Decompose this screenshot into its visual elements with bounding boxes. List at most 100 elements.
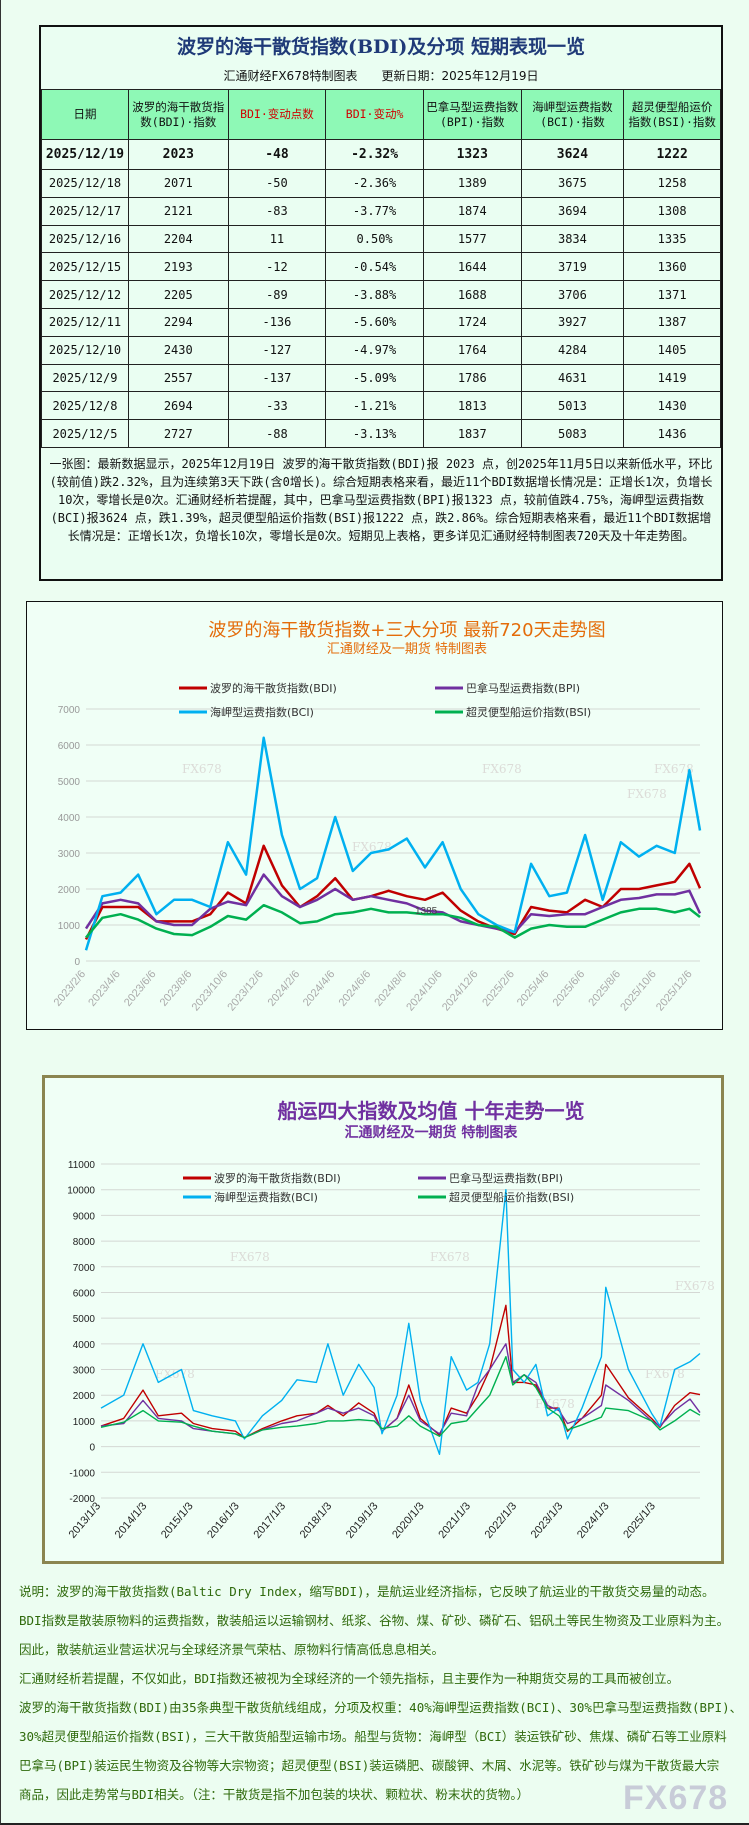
x-tick-label: 2025/8/6 xyxy=(586,968,623,1009)
table-row: 2025/12/9 2557 -137 -5.09% 1786 4631 1419 xyxy=(41,363,721,393)
x-tick-label: 2024/2/6 xyxy=(266,968,303,1009)
x-tick-label: 2015/1/3 xyxy=(159,1500,196,1541)
table-cell: 1371 xyxy=(623,280,721,309)
table-cell: 2023 xyxy=(127,139,229,170)
y-tick-label: 5000 xyxy=(58,777,81,788)
y-tick-label: 3000 xyxy=(58,849,81,860)
table-subtitle: 汇通财经FX678特制图表 更新日期：2025年12月19日 xyxy=(41,69,721,84)
table-cell: 1222 xyxy=(623,139,721,170)
x-tick-label: 2025/10/6 xyxy=(618,968,659,1013)
table-cell: 2025/12/8 xyxy=(41,391,129,421)
watermark-text: FX678 xyxy=(482,762,522,776)
x-tick-label: 2025/2/6 xyxy=(480,968,517,1009)
series-line-bci xyxy=(100,1188,701,1455)
table-cell: -127 xyxy=(227,335,327,365)
table-cell: 3694 xyxy=(520,196,625,226)
table-cell: 1786 xyxy=(422,363,522,393)
data-annotation: 1385 xyxy=(415,906,438,917)
column-header: 波罗的海干散货指数(BDI)·指数 xyxy=(127,89,229,140)
x-tick-label: 2018/1/3 xyxy=(298,1500,335,1541)
table-cell: 2205 xyxy=(127,280,229,309)
notes-section: 说明：波罗的海干散货指数(Baltic Dry Index，缩写BDI)，是航运… xyxy=(19,1577,749,1809)
watermark-text: FX678 xyxy=(230,1250,270,1264)
table-cell: 2025/12/9 xyxy=(41,363,129,393)
table-cell: 1335 xyxy=(623,224,721,254)
y-tick-label: -2000 xyxy=(69,1494,95,1505)
watermark-text: FX678 xyxy=(430,1250,470,1264)
table-cell: -83 xyxy=(227,196,327,226)
table-row: 2025/12/8 2694 -33 -1.21% 1813 5013 1430 xyxy=(41,391,721,421)
column-header: 海岬型运费指数(BCI)·指数 xyxy=(520,89,625,140)
table-cell: 4284 xyxy=(520,335,625,365)
y-tick-label: 6000 xyxy=(58,741,81,752)
table-cell: 1644 xyxy=(422,252,522,282)
table-header-row: 日期 波罗的海干散货指数(BDI)·指数 BDI·变动点数 BDI·变动% 巴拿马型运费… xyxy=(41,89,721,140)
table-title: 波罗的海干散货指数(BDI)及分项 短期表现一览 xyxy=(176,36,586,58)
y-tick-label: 1000 xyxy=(73,1417,96,1428)
watermark-text: FX678 xyxy=(155,1367,195,1381)
y-tick-label: 10000 xyxy=(67,1186,95,1197)
x-tick-label: 2013/1/3 xyxy=(67,1500,104,1541)
y-tick-label: 0 xyxy=(74,957,80,968)
table-cell: -89 xyxy=(227,280,327,309)
watermark-text: FX678 xyxy=(645,1367,685,1381)
update-date: 更新日期：2025年12月19日 xyxy=(381,69,539,83)
table-cell: 3624 xyxy=(520,139,625,170)
legend-label: 超灵便型船运价指数(BSI) xyxy=(466,705,591,719)
table-cell: -2.32% xyxy=(325,139,424,170)
table-cell: 4631 xyxy=(520,363,625,393)
column-header: 超灵便型船运价指数(BSI)·指数 xyxy=(623,89,721,140)
y-tick-label: 2000 xyxy=(73,1391,96,1402)
x-tick-label: 2024/4/6 xyxy=(301,968,338,1009)
table-cell: 1577 xyxy=(422,224,522,254)
y-tick-label: 11000 xyxy=(68,1160,96,1171)
x-tick-label: 2025/4/6 xyxy=(515,968,552,1009)
table-row: 2025/12/17 2121 -83 -3.77% 1874 3694 1308 xyxy=(41,196,721,226)
table-cell: -2.36% xyxy=(325,169,424,198)
table-row: 2025/12/18 2071 -50 -2.36% 1389 3675 1258 xyxy=(41,169,721,198)
table-row: 2025/12/16 2204 11 0.50% 1577 3834 1335 xyxy=(41,224,721,254)
table-row: 2025/12/15 2193 -12 -0.54% 1644 3719 1360 xyxy=(41,252,721,282)
y-tick-label: 0 xyxy=(89,1443,95,1454)
x-tick-label: 2025/12/6 xyxy=(654,968,695,1013)
table-cell: 2557 xyxy=(127,363,229,393)
table-cell: 2071 xyxy=(127,169,229,198)
table-cell: -88 xyxy=(227,419,327,448)
table-cell: -12 xyxy=(227,252,327,282)
table-cell: -48 xyxy=(227,139,327,170)
table-cell: 2025/12/5 xyxy=(41,419,129,448)
table-row: 2025/12/12 2205 -89 -3.88% 1688 3706 1371 xyxy=(41,280,721,309)
y-tick-label: 5000 xyxy=(73,1314,96,1325)
y-tick-label: 9000 xyxy=(73,1211,96,1222)
table-cell: -50 xyxy=(227,169,327,198)
table-cell: 2430 xyxy=(127,335,229,365)
series-line-bpi xyxy=(84,873,702,934)
legend-label: 巴拿马型运费指数(BPI) xyxy=(449,1171,563,1185)
table-cell: 1436 xyxy=(623,419,721,448)
x-tick-label: 2024/6/6 xyxy=(337,968,374,1009)
table-cell: 2025/12/11 xyxy=(41,307,129,337)
x-tick-label: 2014/1/3 xyxy=(113,1500,150,1541)
table-cell: 1389 xyxy=(422,169,522,198)
series-line-bdi xyxy=(84,844,702,940)
x-tick-label: 2023/12/6 xyxy=(225,968,266,1013)
table-source: 汇通财经FX678特制图表 xyxy=(223,69,358,83)
table-cell: 1419 xyxy=(623,363,721,393)
table-cell: 1764 xyxy=(422,335,522,365)
note-line: 因此，散装航运业营运状况与全球经济景气荣枯、原物料行情高低息息相关。 xyxy=(19,1642,445,1657)
y-tick-label: -1000 xyxy=(69,1468,95,1479)
column-header: 巴拿马型运费指数(BPI)·指数 xyxy=(422,89,522,140)
legend-label: 海岬型运费指数(BCI) xyxy=(210,705,314,719)
table-cell: 5083 xyxy=(520,419,625,448)
y-tick-label: 1000 xyxy=(58,921,81,932)
note-line: BDI指数是散装原物料的运费指数，散装船运以运输钢材、纸浆、谷物、煤、矿砂、磷矿… xyxy=(19,1613,730,1628)
watermark-text: FX678 xyxy=(654,762,694,776)
table-cell: 1813 xyxy=(422,391,522,421)
watermark-text: FX678 xyxy=(182,762,222,776)
table-cell: -3.77% xyxy=(325,196,424,226)
table-cell: -5.60% xyxy=(325,307,424,337)
x-tick-label: 2023/8/6 xyxy=(158,968,195,1009)
chart-subtitle: 汇通财经及一期货 特制图表 xyxy=(345,1124,519,1141)
table-cell: 1430 xyxy=(623,391,721,421)
